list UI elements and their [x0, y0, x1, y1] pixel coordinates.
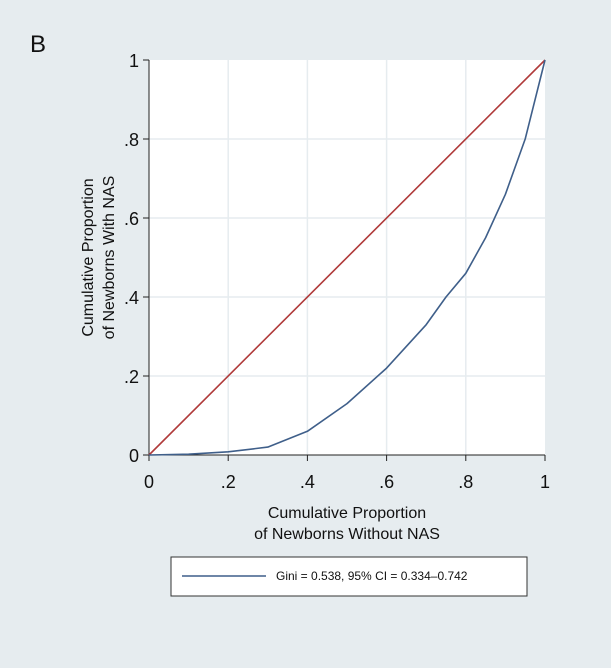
y-tick-label: .2	[124, 367, 139, 387]
y-tick-label: .6	[124, 209, 139, 229]
legend-label: Gini = 0.538, 95% CI = 0.334–0.742	[276, 569, 468, 583]
x-axis-label-line: Cumulative Proportion	[268, 505, 426, 522]
axes	[148, 60, 545, 456]
x-tick-label: .6	[379, 472, 394, 492]
equality-line	[148, 59, 546, 456]
x-tick-label: 0	[144, 472, 154, 492]
legend: Gini = 0.538, 95% CI = 0.334–0.742	[170, 556, 528, 597]
series-layer	[148, 59, 546, 456]
y-axis-label-line: of Newborns With NAS	[101, 176, 118, 340]
y-tick-label: .4	[124, 288, 139, 308]
grid-lines	[149, 60, 545, 455]
x-axis-ticks: 0 .2 .4 .6 .8 1	[144, 455, 550, 492]
x-tick-label: .2	[221, 472, 236, 492]
x-tick-label: 1	[540, 472, 550, 492]
y-tick-label: 1	[129, 51, 139, 71]
y-axis-ticks: 0 .2 .4 .6 .8 1	[124, 51, 149, 466]
y-tick-label: 0	[129, 446, 139, 466]
x-tick-label: .8	[458, 472, 473, 492]
x-axis-label-line: of Newborns Without NAS	[254, 526, 440, 543]
y-axis-label: Cumulative Proportion of Newborns With NA…	[80, 176, 118, 340]
x-tick-label: .4	[300, 472, 315, 492]
y-axis-label-line: Cumulative Proportion	[80, 178, 97, 336]
x-axis-label: Cumulative Proportion of Newborns Without…	[254, 505, 440, 543]
lorenz-curve-line	[148, 59, 546, 456]
panel-label: B	[30, 31, 46, 58]
y-tick-label: .8	[124, 130, 139, 150]
